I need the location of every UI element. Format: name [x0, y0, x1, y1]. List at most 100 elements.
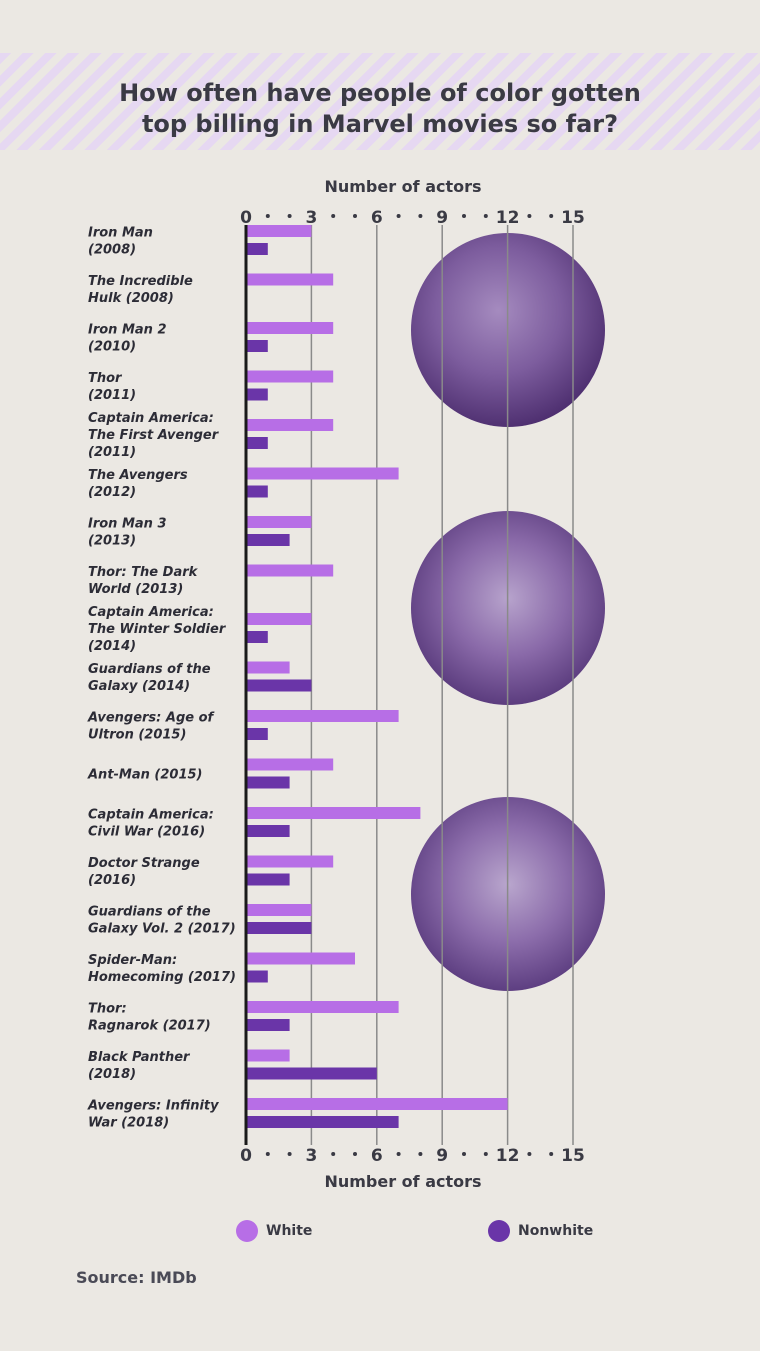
x-tick-dot-top — [287, 214, 292, 218]
category-label: Thor — [88, 371, 123, 386]
title-band — [0, 53, 760, 150]
category-label: Hulk (2008) — [88, 291, 174, 306]
legend-white: White — [236, 1220, 312, 1242]
bar-white — [246, 613, 312, 625]
chart-title-line-1: How often have people of color gotten — [119, 79, 641, 107]
x-tick-dot-bottom — [527, 1152, 532, 1156]
x-tick-label-bottom: 12 — [496, 1146, 520, 1166]
category-label: World (2013) — [88, 582, 183, 597]
bar-white — [246, 273, 334, 286]
category-label: Galaxy Vol. 2 (2017) — [88, 922, 236, 937]
bar-white — [246, 855, 334, 868]
category-label: (2014) — [88, 639, 136, 654]
legend-label-white: White — [266, 1223, 313, 1239]
bar-nonwhite — [246, 825, 290, 837]
category-label: (2011) — [88, 388, 136, 403]
bar-nonwhite — [246, 340, 268, 352]
bar-nonwhite — [246, 534, 290, 546]
chart-title: How often have people of color gotten to… — [0, 78, 760, 140]
bar-nonwhite — [246, 970, 268, 983]
category-label: Ant-Man (2015) — [87, 768, 202, 783]
x-tick-dot-bottom — [353, 1152, 357, 1156]
category-label: War (2018) — [88, 1116, 169, 1131]
bar-nonwhite — [246, 1019, 290, 1031]
bar-white — [246, 1001, 399, 1013]
category-label: The First Avenger — [88, 428, 220, 443]
x-tick-label-bottom: 15 — [561, 1146, 585, 1166]
category-label: The Winter Soldier — [88, 622, 227, 637]
x-tick-label-bottom: 0 — [240, 1146, 252, 1166]
bar-white — [246, 564, 334, 577]
x-tick-dot-top — [331, 214, 336, 218]
bar-white — [246, 322, 334, 334]
x-tick-label-bottom: 9 — [436, 1146, 448, 1166]
category-label: Galaxy (2014) — [88, 679, 190, 694]
bar-white — [246, 661, 290, 674]
x-tick-dot-top — [549, 214, 554, 218]
x-tick-dot-top — [396, 214, 401, 218]
bar-white — [246, 225, 312, 237]
category-label: Avengers: Age of — [87, 711, 216, 726]
legend-swatch-nonwhite — [488, 1220, 510, 1242]
x-tick-dot-bottom — [462, 1152, 466, 1156]
x-tick-label-top: 15 — [561, 208, 585, 228]
category-label: (2018) — [88, 1067, 136, 1082]
x-tick-dot-top — [462, 214, 466, 218]
x-tick-label-top: 0 — [240, 208, 252, 228]
x-tick-dot-top — [265, 214, 270, 218]
bar-nonwhite — [246, 728, 268, 740]
category-label: Homecoming (2017) — [88, 970, 236, 985]
x-tick-dot-top — [527, 214, 532, 218]
category-label: Captain America: — [88, 605, 214, 620]
x-tick-dot-bottom — [287, 1152, 292, 1156]
bar-white — [246, 807, 421, 819]
category-label: Doctor Strange — [88, 856, 200, 871]
category-label: (2011) — [88, 445, 136, 460]
category-label: Iron Man 2 — [88, 323, 167, 338]
bar-nonwhite — [246, 1116, 399, 1128]
x-tick-dot-bottom — [396, 1152, 401, 1156]
bar-nonwhite — [246, 437, 268, 449]
bar-nonwhite — [246, 922, 312, 934]
bar-nonwhite — [246, 1067, 377, 1080]
bar-white — [246, 516, 312, 528]
category-label: (2010) — [88, 340, 136, 355]
bar-white — [246, 419, 334, 431]
x-tick-label-top: 9 — [436, 208, 448, 228]
category-label: Thor: — [88, 1002, 127, 1017]
bar-nonwhite — [246, 776, 290, 789]
bar-white — [246, 1049, 290, 1062]
bar-white — [246, 370, 334, 383]
x-tick-dot-bottom — [483, 1152, 488, 1156]
source-note: Source: IMDb — [76, 1268, 197, 1287]
category-label: The Avengers — [88, 468, 188, 483]
bar-white — [246, 710, 399, 722]
category-label: Captain America: — [88, 411, 214, 426]
legend-label-nonwhite: Nonwhite — [518, 1223, 594, 1239]
category-label: Ultron (2015) — [88, 728, 186, 743]
x-tick-dot-bottom — [549, 1152, 554, 1156]
category-label: Ragnarok (2017) — [88, 1019, 211, 1034]
bar-white — [246, 758, 334, 771]
x-axis-title-top: Number of actors — [324, 177, 482, 196]
x-tick-dot-top — [483, 214, 488, 218]
category-label: Civil War (2016) — [88, 825, 205, 840]
bar-nonwhite — [246, 873, 290, 886]
legend-nonwhite: Nonwhite — [488, 1220, 593, 1242]
category-label: Spider-Man: — [88, 953, 177, 968]
x-tick-dot-bottom — [265, 1152, 270, 1156]
bar-white — [246, 904, 312, 916]
category-label: (2008) — [88, 243, 136, 258]
bar-nonwhite — [246, 388, 268, 401]
x-axis-title-bottom: Number of actors — [324, 1172, 482, 1191]
bar-white — [246, 952, 355, 965]
x-tick-label-bottom: 6 — [371, 1146, 383, 1166]
x-tick-label-top: 6 — [371, 208, 383, 228]
bar-nonwhite — [246, 485, 268, 498]
bar-white — [246, 1098, 508, 1110]
category-label: Black Panther — [88, 1050, 191, 1065]
x-tick-label-bottom: 3 — [305, 1146, 317, 1166]
chart-title-line-2: top billing in Marvel movies so far? — [141, 110, 619, 138]
x-tick-dot-top — [353, 214, 357, 218]
category-label: Iron Man 3 — [88, 517, 167, 532]
